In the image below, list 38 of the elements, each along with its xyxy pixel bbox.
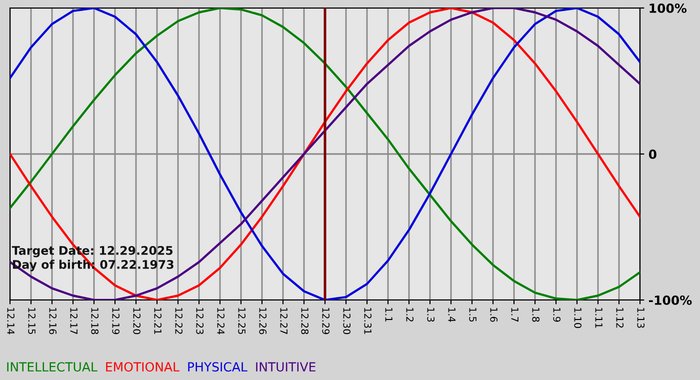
x-tick-label: 1.2	[406, 308, 414, 322]
x-tick-label: 12.26	[259, 308, 267, 334]
y-tick-label: 0	[648, 149, 656, 159]
x-tick-label: 1.4	[448, 308, 456, 322]
text: EMOTIONAL	[106, 362, 180, 372]
x-tick-label: 12.27	[280, 308, 288, 334]
x-tick-label: 12.21	[154, 308, 162, 334]
y-tick-label: 100%	[650, 3, 687, 13]
x-tick-label: 1.3	[427, 308, 435, 322]
x-tick-label: 1.7	[511, 308, 518, 322]
x-tick-label: 12.25	[238, 308, 246, 334]
x-tick-label: 1.1	[385, 308, 392, 322]
x-tick-label: 1.9	[553, 308, 561, 322]
x-tick-label: 12.14	[7, 308, 15, 334]
text: INTELLECTUAL	[7, 362, 98, 372]
x-tick-label: 12.24	[217, 308, 225, 334]
x-tick-label: 12.20	[133, 308, 141, 334]
x-tick-label: 12.31	[364, 308, 372, 334]
text: PHYSICAL	[188, 362, 248, 372]
x-tick-label: 1.12	[616, 308, 624, 328]
x-tick-label: 1.6	[490, 308, 498, 322]
x-tick-label: 1.10	[574, 308, 582, 328]
x-tick-label: 1.11	[595, 308, 602, 328]
x-tick-label: 12.17	[70, 308, 78, 334]
x-tick-label: 1.13	[637, 308, 645, 328]
x-tick-label: 12.22	[175, 308, 183, 334]
x-tick-label: 12.18	[91, 308, 99, 334]
x-tick-label: 12.23	[196, 308, 204, 334]
x-tick-label: 12.29	[322, 308, 330, 334]
x-tick-label: 1.5	[469, 308, 476, 322]
x-tick-label: 12.30	[343, 308, 351, 334]
x-tick-label: 12.28	[301, 308, 309, 334]
x-tick-label: 12.16	[49, 308, 57, 334]
x-tick-label: 1.8	[532, 308, 540, 322]
x-tick-label: 12.19	[112, 308, 120, 334]
x-tick-label: 12.15	[28, 308, 36, 334]
y-tick-label: -100%	[649, 295, 692, 305]
text: INTUITIVE	[256, 362, 316, 372]
